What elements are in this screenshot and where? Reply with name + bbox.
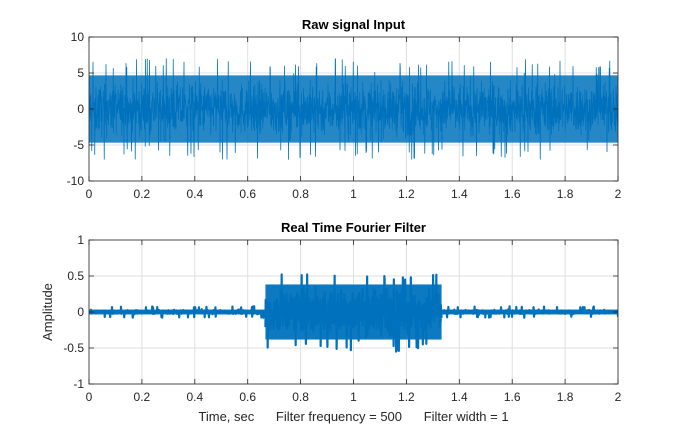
axes-1-signal-core [89, 75, 618, 143]
axes-2-x-tick-label: 0.4 [186, 390, 203, 404]
axes-2-series-1 [89, 273, 618, 353]
axes-2-x-tick-label: 0.2 [134, 390, 151, 404]
axes-2-x-tick-label: 1.4 [451, 390, 468, 404]
axes-2-y-label: Amplitude [40, 283, 55, 341]
axes-1-x-tick-label: 2 [615, 187, 622, 201]
axes-2: 0 0.2 0.4 0.6 0.8 1 1.2 1.4 1.6 1.8 2 -1 -0.5 0 0.5 1 Re… [40, 220, 622, 424]
axes-2-y-tick-label: 0.5 [67, 269, 84, 283]
axes-1-title: Raw signal Input [302, 17, 406, 32]
axes-2-signal-core [89, 309, 266, 315]
axes-1-y-tick-label: 5 [77, 66, 84, 80]
axes-2-signal-core [441, 309, 618, 315]
axes-2-x-tick-label: 1.8 [557, 390, 574, 404]
axes-1: 0 0.2 0.4 0.6 0.8 1 1.2 1.4 1.6 1.8 2 -10 -5 0 5 10 Raw … [67, 17, 622, 201]
axes-1-x-tick-label: 0.8 [292, 187, 309, 201]
axes-1-x-tick-label: 1.2 [398, 187, 415, 201]
axes-2-y-tick-label: -1 [73, 377, 84, 391]
axes-1-x-tick-label: 1.8 [557, 187, 574, 201]
axes-2-y-tick-label: 1 [77, 233, 84, 247]
axes-2-x-tick-label: 2 [615, 390, 622, 404]
axes-2-y-tick-label: -0.5 [63, 341, 84, 355]
axes-2-x-tick-label: 1 [350, 390, 357, 404]
axes-1-y-tick-label: -5 [73, 138, 84, 152]
axes-1-y-tick-label: 0 [77, 102, 84, 116]
axes-2-x-tick-label: 1.2 [398, 390, 415, 404]
axes-2-x-label: Time, sec Filter frequency = 500 Filter … [198, 409, 508, 424]
axes-1-series-1 [89, 58, 618, 160]
axes-2-x-tick-label: 1.6 [504, 390, 521, 404]
axes-2-x-tick-label: 0 [86, 390, 93, 404]
axes-2-signal-core [265, 284, 442, 340]
axes-1-y-tick-label: 10 [71, 30, 85, 44]
axes-2-x-tick-label: 0.8 [292, 390, 309, 404]
axes-2-title: Real Time Fourier Filter [281, 220, 426, 235]
axes-1-x-tick-label: 1.4 [451, 187, 468, 201]
axes-2-y-tick-label: 0 [77, 305, 84, 319]
axes-1-x-tick-label: 0.2 [134, 187, 151, 201]
axes-2-x-tick-label: 0.6 [239, 390, 256, 404]
axes-1-x-tick-label: 0.6 [239, 187, 256, 201]
axes-1-x-tick-label: 0 [86, 187, 93, 201]
axes-1-y-tick-label: -10 [67, 174, 85, 188]
axes-1-x-tick-label: 1 [350, 187, 357, 201]
axes-1-x-tick-label: 1.6 [504, 187, 521, 201]
axes-1-x-tick-label: 0.4 [186, 187, 203, 201]
